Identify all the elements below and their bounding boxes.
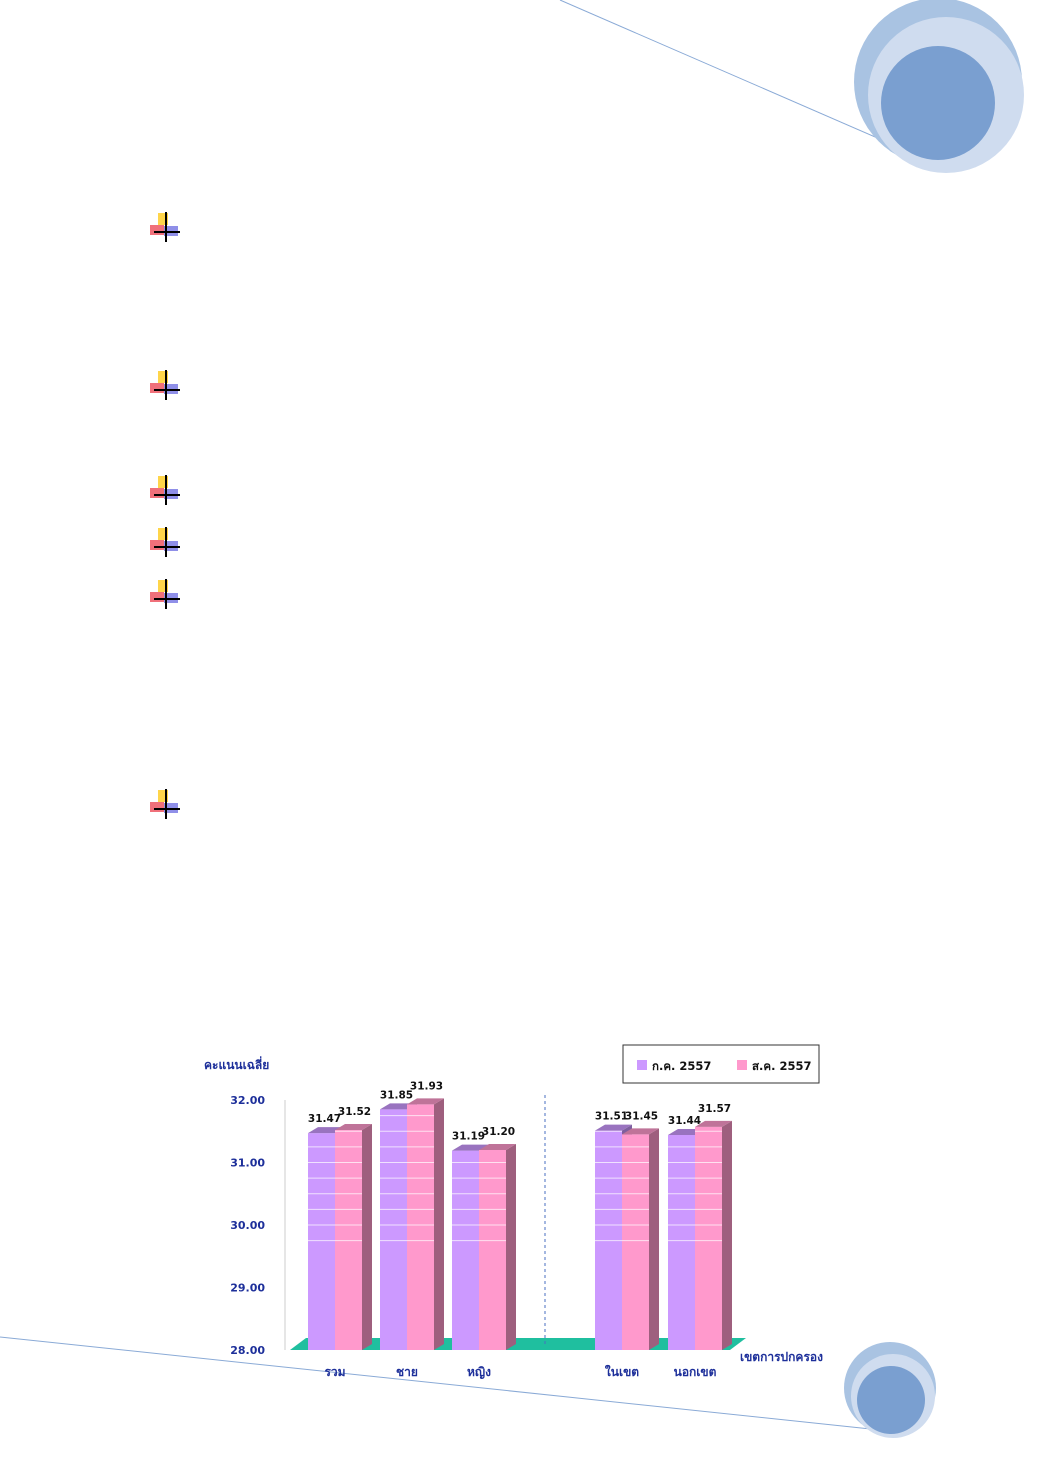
bar-side	[434, 1098, 444, 1350]
y-axis: 28.00 29.00 30.00 31.00 32.00	[230, 1094, 286, 1357]
top-diagonal-line	[559, 0, 906, 151]
y-axis-title: คะแนนเฉลี่ย	[204, 1056, 269, 1072]
bar-top	[622, 1128, 659, 1135]
bar-side	[362, 1124, 372, 1350]
bar-side	[722, 1120, 732, 1350]
data-label: 31.51	[595, 1111, 628, 1123]
bar-top	[407, 1098, 444, 1105]
bar	[407, 1104, 434, 1350]
bar	[479, 1150, 506, 1350]
bar-top	[335, 1124, 372, 1130]
plus-bullet-icon	[150, 475, 180, 505]
legend-swatch	[637, 1060, 647, 1070]
bar-side	[506, 1144, 516, 1350]
top-right-inner-circle	[881, 46, 995, 160]
bar-top	[695, 1120, 732, 1127]
data-label: 31.85	[380, 1089, 413, 1101]
plus-bullet-icon	[150, 527, 180, 557]
bar-chart: คะแนนเฉลี่ย เขตการปกครอง 28.00 29.00 30.00…	[204, 1044, 823, 1379]
legend-box	[622, 1044, 820, 1084]
data-label: 31.93	[410, 1080, 443, 1092]
bar-side	[649, 1128, 659, 1350]
legend-label: ส.ค. 2557	[752, 1059, 811, 1073]
legend: ก.ค. 2557 ส.ค. 2557	[622, 1044, 820, 1084]
bar-top	[452, 1144, 489, 1151]
bar	[622, 1134, 649, 1350]
bottom-right-inner-circle	[857, 1366, 925, 1434]
bar	[668, 1135, 695, 1350]
plus-bullet-icon	[150, 370, 180, 400]
category-label: ในเขต	[605, 1364, 639, 1379]
plus-bullet-icon	[150, 212, 180, 242]
data-label: 31.57	[698, 1103, 731, 1115]
data-label: 31.47	[308, 1113, 341, 1125]
bar	[695, 1126, 722, 1350]
y-tick-label: 32.00	[230, 1094, 265, 1107]
data-label: 31.45	[625, 1110, 658, 1122]
bottom-diagonal-line	[0, 1336, 881, 1431]
bars	[308, 1098, 732, 1350]
y-tick-label: 31.00	[230, 1157, 265, 1170]
data-label: 31.20	[482, 1126, 515, 1138]
plus-bullet-icon	[150, 579, 180, 609]
category-label: รวม	[324, 1365, 345, 1379]
bar	[452, 1150, 479, 1350]
y-tick-label: 29.00	[230, 1282, 265, 1295]
y-tick-label: 30.00	[230, 1219, 265, 1232]
bar-top	[595, 1124, 632, 1131]
legend-label: ก.ค. 2557	[652, 1059, 711, 1073]
category-label: นอกเขต	[674, 1365, 717, 1379]
data-label: 31.19	[452, 1131, 485, 1143]
x-axis-title: เขตการปกครอง	[740, 1350, 823, 1364]
data-label: 31.44	[668, 1115, 701, 1127]
bar	[308, 1133, 335, 1350]
category-label: ชาย	[396, 1365, 418, 1379]
category-labels: รวม ชาย หญิง ในเขต นอกเขต	[324, 1364, 716, 1379]
bar	[380, 1109, 407, 1350]
category-label: หญิง	[467, 1365, 491, 1379]
plus-bullet-icon	[150, 789, 180, 819]
bar-top	[479, 1144, 516, 1150]
legend-swatch	[737, 1060, 747, 1070]
bar	[335, 1130, 362, 1350]
y-tick-label: 28.00	[230, 1344, 265, 1357]
data-label: 31.52	[338, 1106, 371, 1118]
